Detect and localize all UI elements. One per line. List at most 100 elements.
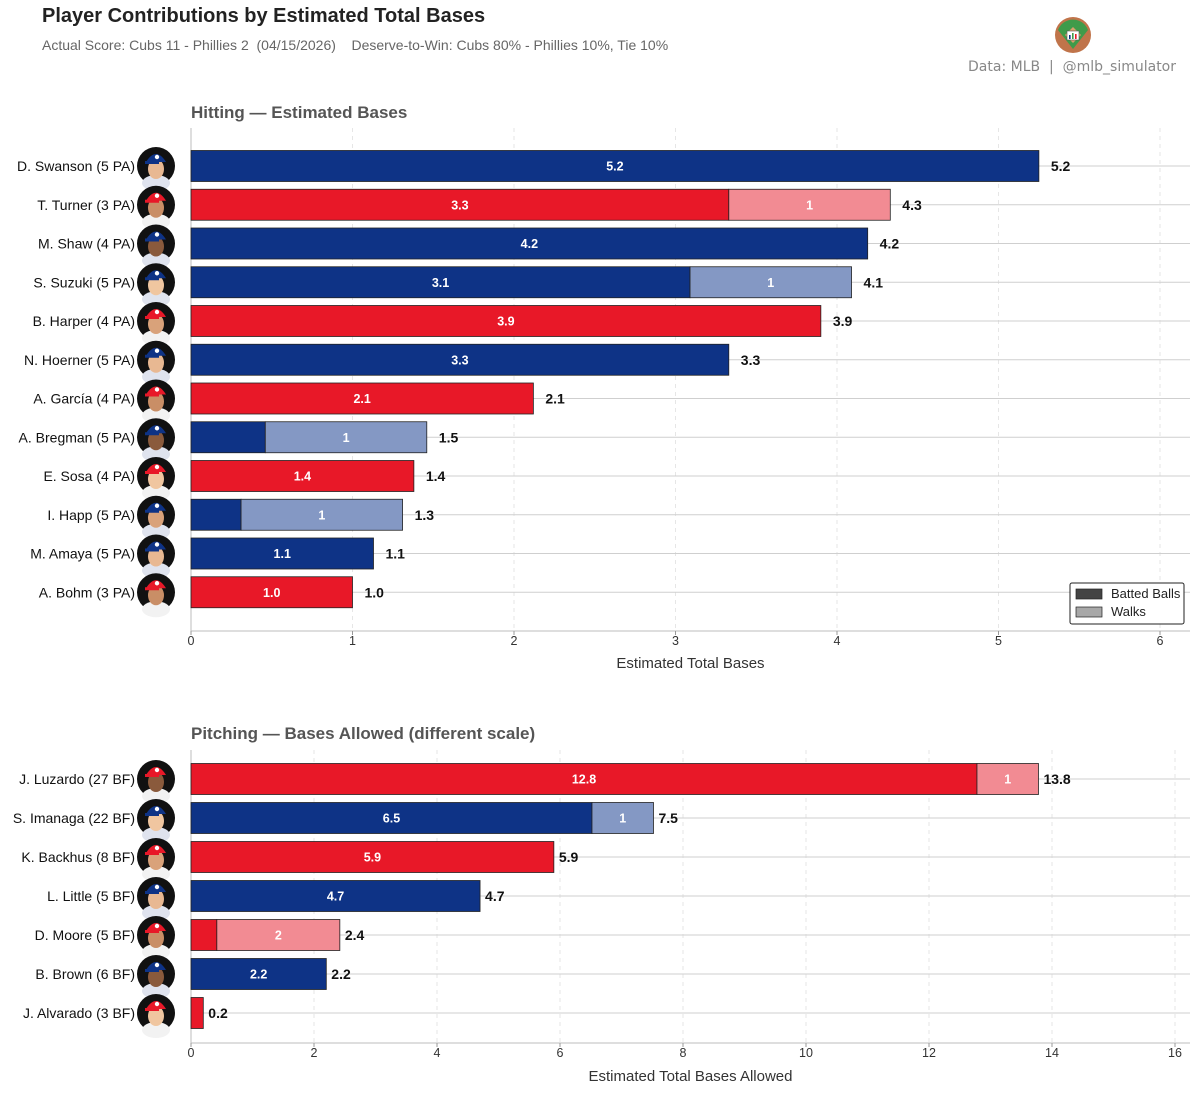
avatar-cap-brim — [145, 774, 159, 777]
player-label: B. Brown (6 BF) — [35, 966, 135, 982]
legend-swatch-walks — [1075, 606, 1103, 618]
player-headshot-icon — [137, 379, 175, 424]
total-value-label: 2.2 — [331, 966, 351, 982]
avatar-cap-logo — [154, 271, 160, 276]
data-credit: Data: MLB | @mlb_simulator — [968, 59, 1176, 75]
avatar-cap-logo — [154, 767, 160, 773]
batted-balls-value-label: 12.8 — [572, 773, 596, 787]
avatar-jersey — [142, 523, 170, 540]
avatar-cap-brim — [145, 161, 159, 164]
walks-bar — [240, 498, 403, 531]
avatar-jersey — [142, 407, 170, 424]
player-headshot-icon — [137, 457, 175, 501]
total-value-label: 4.2 — [880, 236, 900, 252]
batted-balls-bar — [190, 460, 415, 492]
total-value-label: 0.2 — [208, 1005, 228, 1021]
x-tick-label: 12 — [922, 1046, 936, 1060]
x-tick-label: 4 — [834, 634, 841, 648]
pitching-panel: Pitching — Bases Allowed (different scal… — [13, 724, 1190, 1085]
avatar-cap-logo — [154, 464, 160, 470]
total-value-label: 5.2 — [1051, 158, 1071, 174]
total-value-label: 1.5 — [439, 429, 459, 445]
player-label: M. Amaya (5 PA) — [30, 546, 135, 562]
player-headshot-icon — [137, 799, 175, 843]
player-headshot-icon — [137, 916, 175, 960]
player-label: I. Happ (5 PA) — [47, 507, 135, 523]
chart-subtitle: Actual Score: Cubs 11 - Phillies 2 (04/1… — [42, 37, 669, 53]
panel-title: Hitting — Estimated Bases — [191, 103, 407, 122]
batted-balls-bar — [190, 576, 353, 609]
x-tick-label: 0 — [188, 1046, 195, 1060]
total-value-label: 1.0 — [365, 584, 385, 600]
x-tick-label: 10 — [799, 1046, 813, 1060]
batted-balls-value-label: 5.2 — [606, 160, 623, 174]
player-label: T. Turner (3 PA) — [37, 197, 135, 213]
avatar-jersey — [142, 601, 170, 618]
batted-balls-value-label: 1.4 — [294, 470, 311, 484]
player-headshot-icon — [137, 147, 175, 191]
player-label: D. Swanson (5 PA) — [17, 158, 135, 174]
x-tick-label: 16 — [1168, 1046, 1182, 1060]
total-value-label: 3.3 — [741, 352, 761, 368]
batted-balls-value-label: 5.9 — [364, 851, 381, 865]
x-tick-label: 6 — [1157, 634, 1164, 648]
player-label: A. Bohm (3 PA) — [39, 584, 135, 600]
avatar-cap-logo — [154, 923, 160, 929]
player-headshot-icon — [137, 760, 175, 804]
avatar-cap-brim — [145, 891, 159, 894]
walks-value-label: 1 — [1004, 773, 1011, 787]
avatar-cap-brim — [145, 969, 159, 972]
total-value-label: 4.7 — [485, 888, 505, 904]
walks-value-label: 1 — [318, 508, 325, 522]
player-label: D. Moore (5 BF) — [35, 927, 135, 943]
player-label: S. Suzuki (5 PA) — [33, 274, 135, 290]
x-tick-label: 6 — [557, 1046, 564, 1060]
player-label: A. Bregman (5 PA) — [19, 429, 135, 445]
walks-value-label: 1 — [806, 198, 813, 212]
batted-balls-value-label: 4.7 — [327, 890, 344, 904]
player-label: K. Backhus (8 BF) — [21, 849, 135, 865]
player-label: A. García (4 PA) — [33, 391, 135, 407]
player-headshot-icon — [137, 263, 175, 308]
avatar-jersey — [142, 562, 170, 579]
batted-balls-value-label: 6.5 — [383, 812, 400, 826]
avatar-jersey — [142, 291, 170, 308]
x-tick-label: 2 — [311, 1046, 318, 1060]
avatar-jersey — [142, 983, 170, 999]
total-value-label: 1.4 — [426, 468, 446, 484]
walks-bar — [689, 266, 852, 299]
player-label: S. Imanaga (22 BF) — [13, 810, 135, 826]
player-headshot-icon — [137, 955, 175, 999]
player-headshot-icon — [137, 838, 175, 882]
avatar-jersey — [142, 175, 170, 191]
avatar-cap-brim — [145, 813, 159, 816]
batted-balls-value-label: 4.2 — [521, 237, 538, 251]
avatar-cap-brim — [145, 1008, 159, 1011]
x-tick-label: 2 — [511, 634, 518, 648]
avatar-cap-brim — [145, 316, 159, 319]
avatar-cap-logo — [154, 387, 160, 392]
player-label: M. Shaw (4 PA) — [38, 236, 135, 252]
legend-label-walks: Walks — [1111, 604, 1146, 619]
avatar-cap-logo — [154, 426, 160, 431]
player-headshot-icon — [137, 418, 175, 463]
x-tick-label: 1 — [349, 634, 356, 648]
avatar-cap-brim — [145, 277, 159, 281]
avatar-jersey — [142, 905, 170, 921]
batted-balls-bar — [190, 841, 555, 873]
avatar-cap-logo — [154, 348, 160, 353]
avatar-cap-logo — [154, 845, 160, 851]
avatar-cap-logo — [154, 884, 160, 890]
baseball-field-logo-icon — [1055, 17, 1091, 53]
avatar-jersey — [142, 1022, 170, 1038]
walks-bar — [728, 188, 891, 221]
avatar-cap-logo — [154, 806, 160, 812]
walks-bar — [976, 763, 1039, 795]
player-headshot-icon — [137, 495, 175, 540]
batted-balls-bar — [190, 227, 869, 260]
x-tick-label: 14 — [1045, 1046, 1059, 1060]
player-headshot-icon — [137, 340, 175, 385]
player-headshot-icon — [137, 573, 175, 618]
player-headshot-icon — [137, 185, 175, 230]
